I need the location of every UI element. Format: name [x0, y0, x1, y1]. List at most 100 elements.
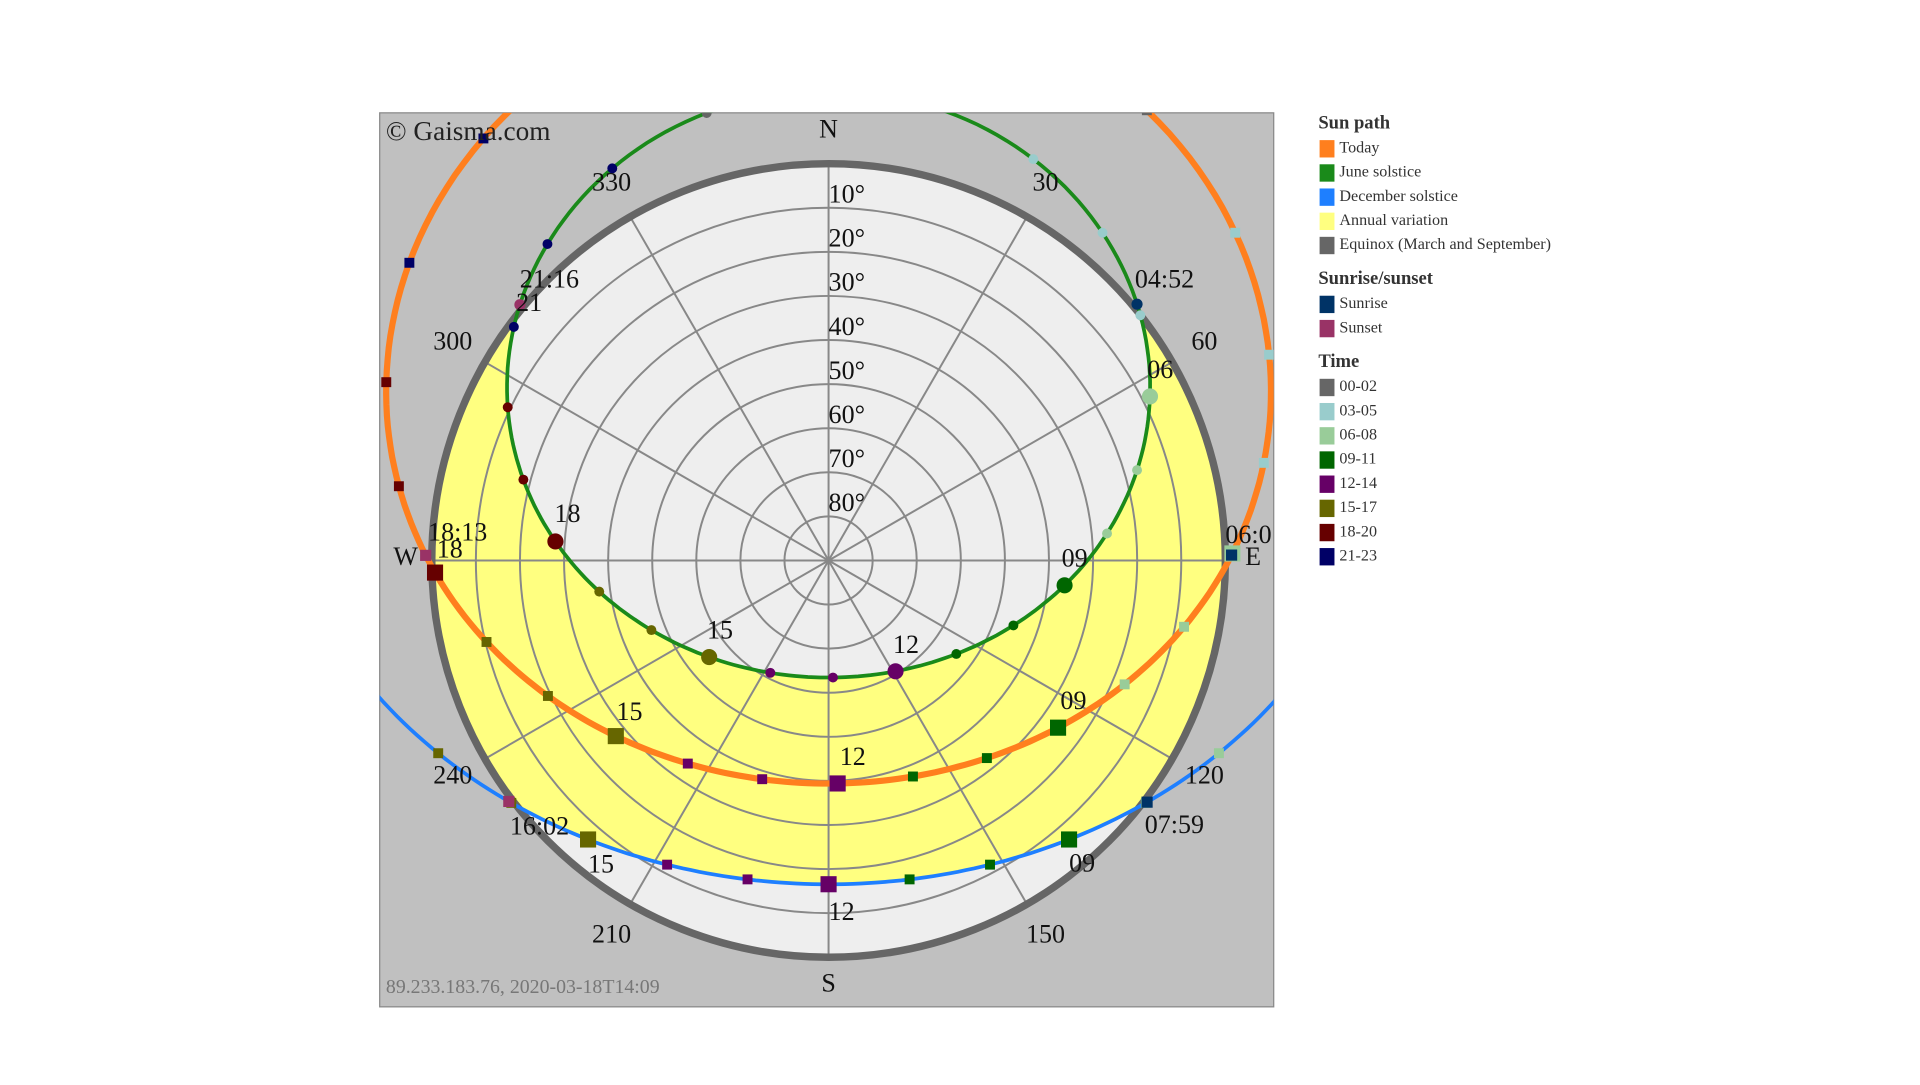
hour-marker [503, 795, 515, 808]
azimuth-line [484, 361, 830, 562]
hour-marker [1230, 227, 1241, 238]
hour-marker [481, 637, 492, 647]
hour-marker [701, 112, 712, 118]
legend-title: Sun path [1318, 112, 1390, 133]
hour-marker [514, 299, 526, 311]
hour-marker [1141, 796, 1153, 808]
hour-marker [985, 859, 995, 870]
legend-swatch [1319, 523, 1335, 542]
hour-marker [646, 625, 657, 636]
azimuth-label: 60 [1191, 326, 1217, 355]
compass-label: N [819, 114, 838, 143]
legend-label: December solstice [1339, 188, 1458, 205]
legend-label: Sunrise [1339, 295, 1387, 312]
time-label: 15 [707, 615, 733, 644]
altitude-label: 30° [829, 268, 865, 297]
hour-marker [309, 598, 319, 608]
hour-marker [502, 402, 513, 413]
hour-marker [1050, 719, 1067, 736]
legend-swatch [1319, 295, 1335, 314]
hour-marker [1008, 620, 1019, 631]
hour-marker [765, 667, 776, 678]
time-label: 12 [840, 742, 866, 771]
hour-marker [829, 775, 846, 792]
time-label: 12 [893, 630, 919, 659]
legend-label: 03-05 [1339, 402, 1377, 419]
legend-label: 21-23 [1339, 547, 1377, 564]
azimuth-label: 240 [433, 760, 472, 789]
legend-label: Sunset [1339, 319, 1382, 336]
hour-marker [1213, 748, 1224, 759]
legend-label: 00-02 [1339, 378, 1377, 395]
legend-title: Sunrise/sunset [1318, 268, 1433, 289]
hour-marker [614, 29, 624, 39]
time-label: 18 [555, 499, 581, 528]
time-label: 04:52 [1135, 264, 1194, 293]
hour-marker [828, 672, 838, 683]
hour-marker [607, 163, 618, 174]
hour-marker [547, 533, 564, 550]
watermark: © Gaisma.com [386, 116, 551, 146]
annual-variation [431, 163, 1226, 885]
hour-marker [1264, 349, 1274, 360]
legend-label: 06-08 [1339, 427, 1377, 444]
hour-marker [426, 564, 444, 581]
compass-label: W [393, 542, 418, 571]
hour-marker [907, 771, 918, 782]
azimuth-line [828, 559, 1173, 760]
hour-marker [757, 774, 768, 785]
hour-marker [701, 649, 718, 666]
azimuth-label: 300 [433, 326, 472, 355]
hour-marker [363, 680, 379, 696]
time-label: 18 [437, 535, 463, 564]
legend-title: Time [1318, 351, 1359, 372]
legend-label: Today [1339, 139, 1379, 156]
hour-marker [1258, 457, 1269, 468]
azimuth-label: 30 [1033, 168, 1059, 197]
time-label: 07:59 [1145, 810, 1204, 839]
legend-swatch [1319, 548, 1335, 566]
altitude-label: 70° [829, 444, 865, 473]
legend-swatch [1319, 427, 1335, 445]
altitude-label: 80° [829, 488, 865, 517]
legend-swatch [1319, 475, 1335, 493]
hour-marker [682, 758, 693, 769]
compass-label: E [1245, 542, 1261, 571]
footer: 89.233.183.76, 2020-03-18T14:09 [386, 976, 660, 998]
altitude-label: 40° [829, 312, 865, 341]
hour-marker [951, 649, 962, 659]
hour-marker [1339, 598, 1349, 608]
hour-marker [1141, 388, 1159, 405]
legend-swatch [1319, 164, 1335, 182]
azimuth-label: 330 [592, 168, 631, 197]
hour-marker [607, 728, 624, 745]
time-label: 15 [617, 697, 643, 726]
grid: 10° 20° 30° 40° 50° 60° 70° 80° [431, 163, 1226, 958]
legend-label: 09-11 [1339, 451, 1376, 468]
azimuth-label: 150 [1026, 919, 1065, 948]
altitude-label: 50° [829, 356, 865, 385]
legend-label: 15-17 [1339, 499, 1377, 516]
hour-marker [1131, 298, 1143, 310]
legend-label: 12-14 [1339, 475, 1377, 492]
legend-swatch [1319, 499, 1335, 518]
legend-swatch [1319, 212, 1335, 231]
azimuth-line [629, 559, 830, 905]
time-label: 09 [1069, 848, 1095, 877]
hour-marker [268, 489, 278, 499]
hour-marker [1028, 154, 1039, 165]
altitude-label: 10° [829, 180, 865, 209]
hour-marker [420, 549, 432, 561]
hour-marker [662, 859, 673, 870]
time-label: 09 [1060, 686, 1086, 715]
labels: © Gaisma.com 89.233.183.76, 2020-03-18T1… [386, 114, 1272, 997]
hour-marker [1141, 112, 1152, 116]
azimuth-label: 210 [592, 919, 631, 948]
hour-marker [478, 133, 489, 144]
altitude-label: 60° [829, 400, 865, 429]
hour-marker [518, 474, 529, 485]
time-label: 21:16 [520, 264, 579, 293]
azimuth-label: 120 [1185, 760, 1224, 789]
hour-marker [580, 831, 597, 848]
